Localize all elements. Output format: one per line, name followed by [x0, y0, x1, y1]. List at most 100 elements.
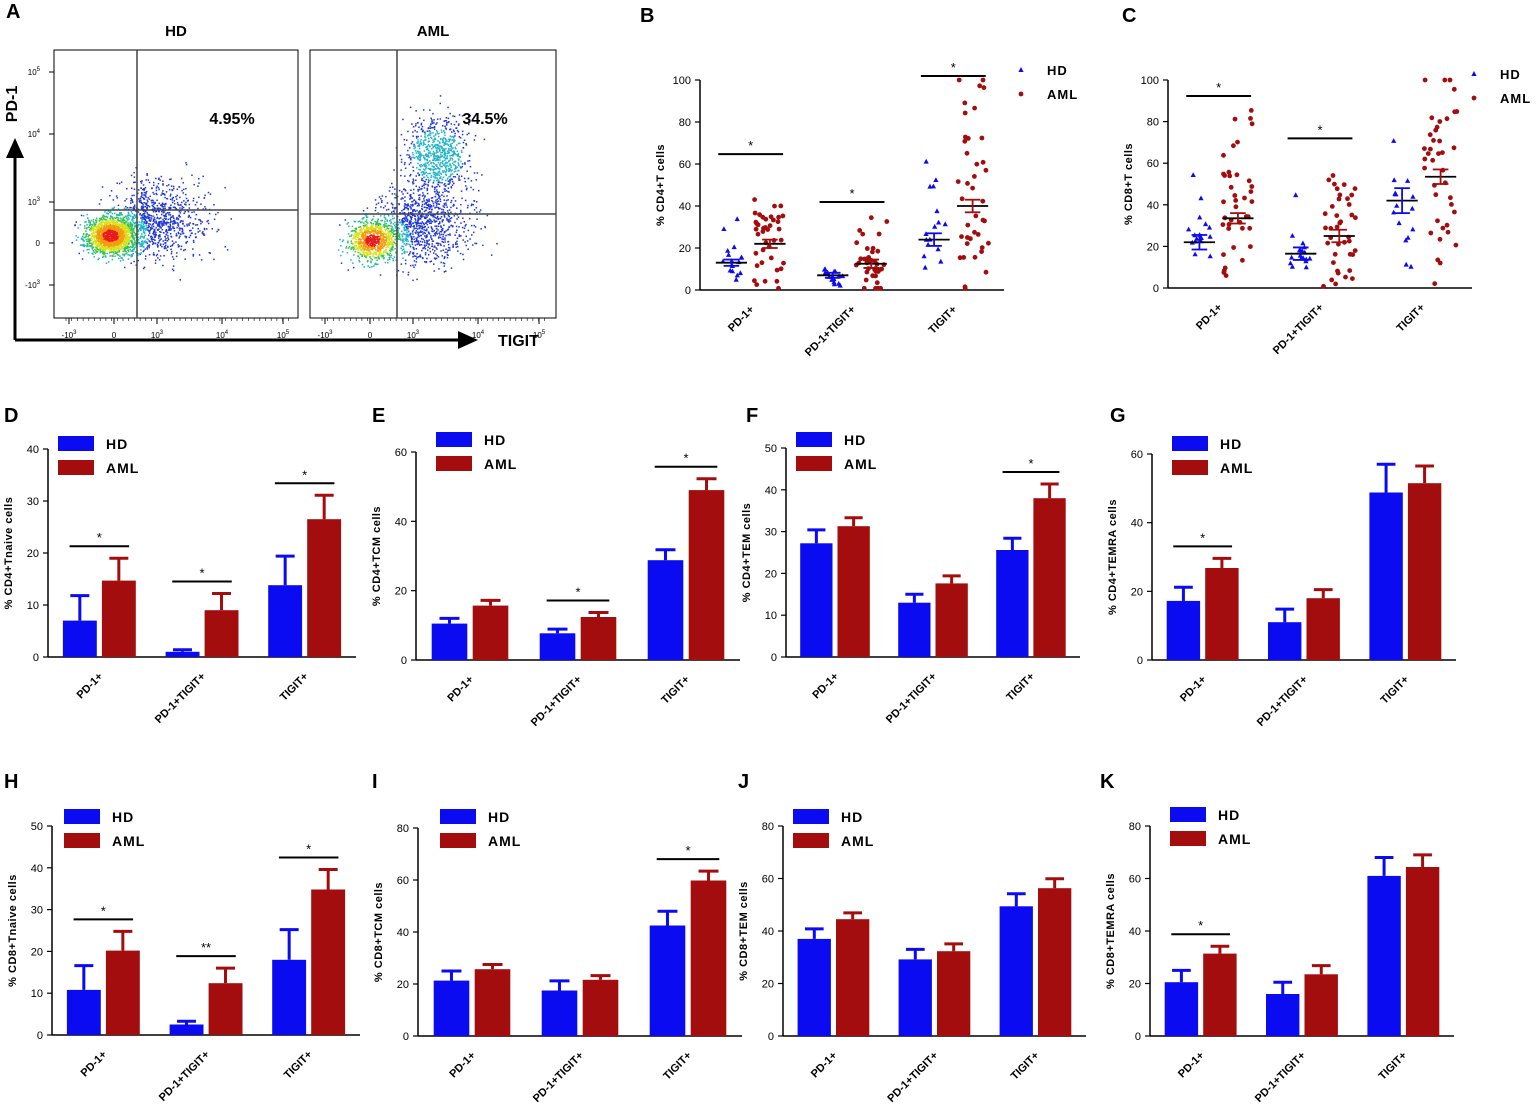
flow-event: [429, 160, 431, 162]
flow-event: [459, 179, 461, 181]
flow-event: [436, 212, 438, 214]
flow-event: [111, 246, 114, 249]
flow-event: [404, 212, 406, 214]
flow-event: [122, 225, 124, 227]
flow-event: [93, 222, 95, 224]
flow-event: [198, 182, 200, 184]
tick-base: 0: [36, 239, 41, 248]
flow-event: [139, 199, 141, 202]
flow-event: [102, 230, 104, 232]
flow-event: [409, 234, 411, 236]
flow-event: [450, 267, 453, 269]
flow-event: [423, 240, 426, 242]
flow-event: [93, 240, 95, 243]
flow-event: [121, 242, 123, 244]
flow-event: [371, 219, 373, 221]
flow-event: [160, 204, 163, 206]
flow-event: [446, 210, 449, 212]
flow-event: [421, 165, 424, 167]
flow-event: [131, 239, 133, 242]
flow-event: [132, 217, 135, 219]
flow-event: [90, 230, 92, 232]
flow-event: [431, 144, 433, 146]
flow-event: [146, 248, 149, 250]
flow-event: [429, 109, 431, 111]
flow-event: [453, 115, 456, 118]
flow-event: [356, 245, 358, 247]
flow-event: [85, 235, 87, 238]
flow-event: [113, 236, 115, 239]
flow-event: [412, 229, 414, 232]
flow-event: [381, 238, 383, 240]
flow-event: [408, 156, 410, 159]
flow-event: [397, 237, 400, 240]
flow-event: [375, 225, 378, 228]
flow-event: [443, 216, 446, 218]
flow-event: [129, 248, 131, 251]
flow-event: [394, 230, 396, 232]
flow-event: [361, 218, 364, 220]
flow-event: [375, 207, 377, 209]
flow-event: [390, 202, 393, 205]
flow-event: [440, 147, 443, 149]
flow-event: [150, 238, 153, 240]
flow-event: [127, 211, 130, 214]
flow-event: [451, 136, 453, 138]
flow-event: [445, 120, 448, 122]
flow-event: [433, 154, 436, 156]
flow-event: [124, 219, 126, 221]
flow-event: [465, 143, 467, 145]
flow-event: [452, 245, 454, 248]
flow-event: [92, 253, 94, 255]
flow-event: [224, 246, 226, 248]
flow-event: [452, 115, 454, 117]
flow-event: [442, 140, 444, 142]
flow-event: [496, 242, 498, 245]
flow-event: [142, 250, 145, 253]
flow-event: [140, 245, 143, 247]
flow-event: [123, 228, 125, 231]
flow-event: [165, 217, 167, 220]
flow-event: [402, 193, 404, 195]
flow-event: [395, 225, 397, 228]
flow-event: [450, 173, 452, 175]
flow-event: [366, 222, 369, 224]
flow-event: [433, 219, 435, 221]
flow-event: [140, 228, 142, 230]
flow-event: [88, 240, 90, 242]
flow-event: [398, 235, 401, 237]
flow-event: [160, 217, 162, 219]
flow-event: [109, 250, 112, 253]
flow-event: [376, 242, 378, 244]
flow-event: [103, 222, 106, 224]
flow-event: [424, 139, 426, 141]
flow-event: [416, 209, 418, 212]
flow-event: [350, 234, 352, 237]
flow-event: [437, 146, 439, 148]
flow-event: [139, 212, 141, 215]
flow-event: [435, 199, 437, 201]
flow-event: [391, 242, 393, 244]
flow-event: [104, 211, 106, 213]
flow-event: [152, 191, 154, 194]
flow-event: [123, 241, 126, 243]
flow-event: [375, 203, 378, 206]
flow-event: [419, 224, 421, 227]
flow-event: [376, 259, 378, 261]
flow-event: [140, 229, 142, 232]
flow-event: [85, 233, 87, 235]
flow-event: [417, 224, 420, 227]
flow-event: [461, 151, 463, 153]
flow-event: [155, 189, 158, 192]
flow-event: [144, 195, 147, 197]
flow-event: [166, 239, 168, 242]
flow-event: [419, 140, 422, 143]
flow-event: [374, 230, 376, 232]
flow-event: [192, 197, 195, 200]
flow-event: [168, 214, 170, 216]
flow-event: [97, 247, 99, 249]
flow-event: [435, 146, 437, 148]
flow-event: [418, 153, 421, 155]
flow-event: [433, 122, 435, 124]
flow-event: [148, 254, 151, 256]
